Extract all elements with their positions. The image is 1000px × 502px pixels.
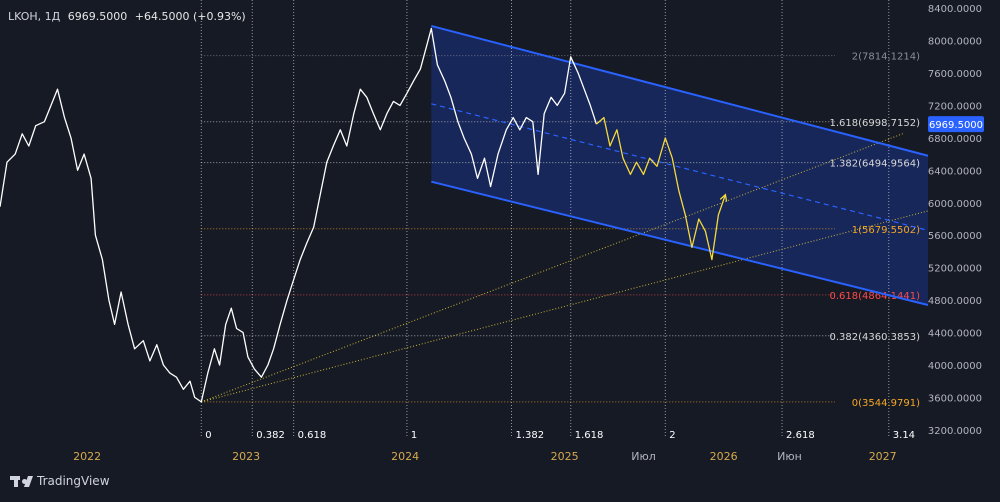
y-tick-label: 6800.0000	[928, 134, 982, 145]
y-tick-label: 8400.0000	[928, 4, 982, 15]
x-tick-label: 2025	[551, 450, 579, 463]
channel-lower-line[interactable]	[431, 180, 929, 306]
price-change: +64.5000 (+0.93%)	[134, 10, 246, 23]
x-tick-label: 2022	[73, 450, 101, 463]
fan-line	[201, 132, 905, 403]
symbol-header: LKOH, 1Д 6969.5000 +64.5000 (+0.93%)	[8, 10, 246, 23]
channel-upper-line[interactable]	[431, 24, 929, 157]
y-tick-label: 5200.0000	[928, 264, 982, 275]
y-tick-label: 6000.0000	[928, 199, 982, 210]
price-line[interactable]	[0, 27, 598, 403]
y-tick-label: 6400.0000	[928, 166, 982, 177]
time-fib-label: 0.618	[298, 430, 327, 441]
channel-mid-line	[431, 103, 929, 231]
brand-name: TradingView	[37, 474, 110, 488]
x-tick-label: 2027	[869, 450, 897, 463]
fib-level-label: 1.618(6998.7152)	[829, 118, 920, 129]
time-fib-label: 2.618	[786, 430, 815, 441]
time-fib-label: 1.618	[575, 430, 604, 441]
fib-level-label: 2(7814.1214)	[852, 52, 920, 63]
x-tick-label: Июн	[777, 450, 802, 463]
y-tick-label: 3600.0000	[928, 393, 982, 404]
time-fib-label: 1	[411, 430, 417, 441]
fan-line	[201, 210, 929, 403]
time-fib-label: 3.14	[893, 430, 915, 441]
y-tick-label: 8000.0000	[928, 37, 982, 48]
channel-fill	[431, 25, 928, 305]
x-tick-label: 2024	[391, 450, 419, 463]
y-tick-label: 4000.0000	[928, 361, 982, 372]
tradingview-brand[interactable]: TradingView	[10, 474, 110, 488]
fib-level-label: 1(5679.5502)	[852, 225, 920, 236]
y-tick-label: 3200.0000	[928, 426, 982, 437]
time-fib-label: 2	[669, 430, 675, 441]
y-tick-label: 5600.0000	[928, 231, 982, 242]
time-fib-label: 0	[205, 430, 211, 441]
time-fib-label: 1.382	[515, 430, 544, 441]
projection-arrow-icon	[719, 193, 728, 202]
y-tick-label: 7600.0000	[928, 69, 982, 80]
fib-level-label: 1.382(6494.9564)	[829, 159, 920, 170]
y-tick-label: 4800.0000	[928, 296, 982, 307]
symbol-label[interactable]: LKOH, 1Д	[8, 10, 61, 23]
fib-level-label: 0.618(4864.1441)	[829, 291, 920, 302]
fib-level-label: 0(3544.9791)	[852, 398, 920, 409]
fib-level-label: 0.382(4360.3853)	[829, 332, 920, 343]
y-tick-label: 7200.0000	[928, 101, 982, 112]
time-fib-label: 0.382	[256, 430, 285, 441]
x-tick-label: 2026	[710, 450, 738, 463]
x-tick-label: 2023	[232, 450, 260, 463]
current-price-label: 6969.5000	[929, 120, 983, 131]
last-price: 6969.5000	[67, 10, 128, 23]
projection-line[interactable]	[595, 116, 727, 261]
current-price-badge	[928, 116, 984, 133]
tradingview-logo-icon	[10, 474, 34, 488]
y-tick-label: 4400.0000	[928, 329, 982, 340]
x-tick-label: Июл	[631, 450, 656, 463]
